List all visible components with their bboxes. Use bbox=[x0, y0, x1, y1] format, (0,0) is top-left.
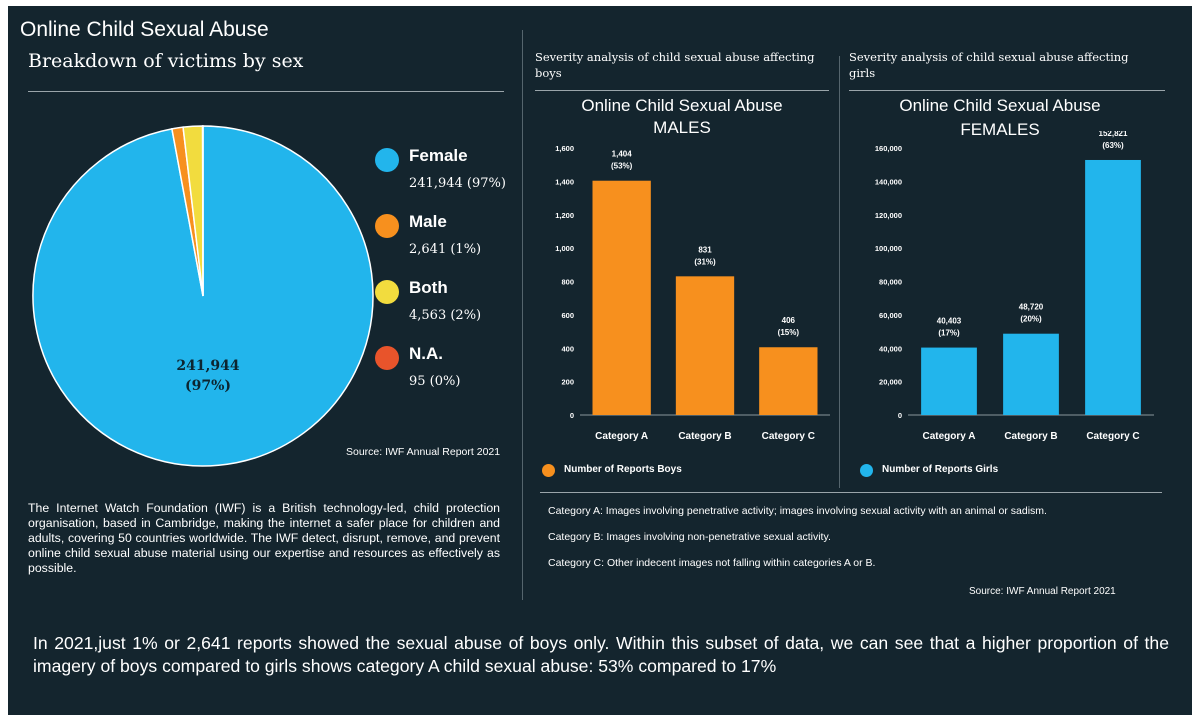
girls-heading-rule bbox=[849, 90, 1165, 91]
pie-source: Source: IWF Annual Report 2021 bbox=[346, 446, 501, 458]
boys-bar-chart: 0 200 400 600 800 1,000 1,200 1,400 1,600 1,404 (5… bbox=[555, 144, 830, 442]
notes-source: Source: IWF Annual Report 2021 bbox=[969, 586, 1116, 597]
girls-heading-line1: Severity analysis of child sexual abuse … bbox=[849, 50, 1129, 64]
legend-label-both: Both bbox=[409, 278, 448, 297]
girls-bar-2 bbox=[1003, 333, 1059, 415]
boys-y-tick-label: 800 bbox=[561, 278, 574, 287]
girls-y-tick-label: 160,000 bbox=[875, 144, 902, 153]
legend-swatch-na bbox=[375, 346, 399, 370]
girls-pct-label: (20%) bbox=[1020, 315, 1042, 324]
legend-label-na: N.A. bbox=[409, 344, 443, 363]
boys-y-tick-label: 1,600 bbox=[555, 144, 574, 153]
girls-category-label: Category C bbox=[1086, 431, 1139, 442]
girls-pct-label: (17%) bbox=[938, 329, 960, 338]
girls-value-label: 40,403 bbox=[937, 317, 962, 326]
boys-legend-swatch bbox=[542, 464, 555, 477]
girls-heading-line2: girls bbox=[849, 66, 876, 80]
legend-swatch-both bbox=[375, 280, 399, 304]
boys-legend-label: Number of Reports Boys bbox=[564, 464, 682, 475]
boys-chart-title-line2: MALES bbox=[653, 118, 711, 137]
pie-slice-female bbox=[32, 125, 374, 467]
pie-section-title: Breakdown of victims by sex bbox=[28, 50, 304, 72]
category-a-note: Category A: Images involving penetrative… bbox=[548, 505, 1047, 517]
girls-bar-1 bbox=[921, 347, 977, 415]
girls-y-tick-label: 60,000 bbox=[879, 311, 902, 320]
pie-chart bbox=[32, 125, 374, 467]
page-title: Online Child Sexual Abuse bbox=[20, 18, 269, 41]
boys-category-label: Category A bbox=[595, 431, 648, 442]
divider-middle bbox=[839, 56, 840, 488]
category-c-note: Category C: Other indecent images not fa… bbox=[548, 557, 876, 569]
boys-bar-3 bbox=[759, 347, 818, 415]
category-b-note: Category B: Images involving non-penetra… bbox=[548, 531, 831, 543]
boys-heading-line2: boys bbox=[535, 66, 562, 80]
legend-value-female: 241,944 (97%) bbox=[409, 176, 506, 191]
boys-value-label: 831 bbox=[698, 245, 712, 254]
legend-label-female: Female bbox=[409, 146, 468, 165]
pie-title-rule bbox=[28, 91, 504, 92]
girls-legend-label: Number of Reports Girls bbox=[882, 464, 999, 475]
girls-category-label: Category A bbox=[923, 431, 976, 442]
girls-y-tick-label: 120,000 bbox=[875, 211, 902, 220]
boys-y-tick-label: 600 bbox=[561, 311, 574, 320]
girls-y-tick-label: 40,000 bbox=[879, 344, 902, 353]
girls-bar-chart: 0 20,000 40,000 60,000 80,000 100,000 120,000 1… bbox=[875, 131, 1154, 442]
boys-bar-1 bbox=[592, 180, 651, 415]
boys-heading-line1: Severity analysis of child sexual abuse … bbox=[535, 50, 815, 64]
girls-value-label: 152,821 bbox=[1099, 131, 1128, 138]
girls-y-tick-label: 100,000 bbox=[875, 244, 902, 253]
legend-value-both: 4,563 (2%) bbox=[409, 308, 482, 323]
boys-bar-2 bbox=[675, 276, 735, 415]
boys-value-label: 1,404 bbox=[612, 150, 633, 159]
about-iwf-paragraph: The Internet Watch Foundation (IWF) is a… bbox=[28, 501, 500, 575]
girls-y-tick-label: 80,000 bbox=[879, 278, 902, 287]
legend-value-male: 2,641 (1%) bbox=[409, 242, 482, 257]
pie-center-pct: (97%) bbox=[184, 378, 232, 394]
legend-swatch-female bbox=[375, 148, 399, 172]
boys-category-label: Category C bbox=[762, 431, 815, 442]
legend-value-na: 95 (0%) bbox=[409, 374, 461, 389]
girls-legend-swatch bbox=[860, 464, 873, 477]
pie-legend: Female 241,944 (97%) Male 2,641 (1%) Bot… bbox=[373, 144, 523, 404]
girls-bar-3 bbox=[1085, 159, 1141, 415]
girls-y-tick-label: 20,000 bbox=[879, 378, 902, 387]
boys-y-tick-label: 200 bbox=[561, 378, 574, 387]
girls-y-tick-label: 0 bbox=[898, 411, 902, 420]
legend-label-male: Male bbox=[409, 212, 447, 231]
boys-chart-title-line1: Online Child Sexual Abuse bbox=[581, 96, 783, 115]
boys-y-tick-label: 1,400 bbox=[555, 177, 574, 186]
girls-value-label: 48,720 bbox=[1019, 303, 1044, 312]
divider-left bbox=[522, 30, 523, 600]
boys-pct-label: (53%) bbox=[611, 162, 633, 171]
girls-pct-label: (63%) bbox=[1102, 141, 1124, 150]
boys-category-label: Category B bbox=[678, 431, 731, 442]
boys-y-tick-label: 0 bbox=[570, 411, 574, 420]
girls-chart-title-line1: Online Child Sexual Abuse bbox=[899, 96, 1101, 115]
boys-pct-label: (31%) bbox=[694, 257, 716, 266]
boys-y-tick-label: 400 bbox=[561, 344, 574, 353]
footer-statement: In 2021,just 1% or 2,641 reports showed … bbox=[33, 633, 1169, 676]
boys-value-label: 406 bbox=[782, 316, 796, 325]
boys-y-tick-label: 1,200 bbox=[555, 211, 574, 220]
girls-category-label: Category B bbox=[1004, 431, 1057, 442]
girls-chart-title-line2: FEMALES bbox=[960, 120, 1040, 139]
boys-heading-rule bbox=[535, 90, 829, 91]
notes-rule bbox=[540, 492, 1162, 493]
pie-center-value: 241,944 bbox=[176, 358, 240, 374]
infographic-panel: Online Child Sexual Abuse Breakdown of v… bbox=[8, 6, 1192, 715]
legend-swatch-male bbox=[375, 214, 399, 238]
boys-pct-label: (15%) bbox=[778, 328, 800, 337]
boys-y-tick-label: 1,000 bbox=[555, 244, 574, 253]
girls-y-tick-label: 140,000 bbox=[875, 177, 902, 186]
